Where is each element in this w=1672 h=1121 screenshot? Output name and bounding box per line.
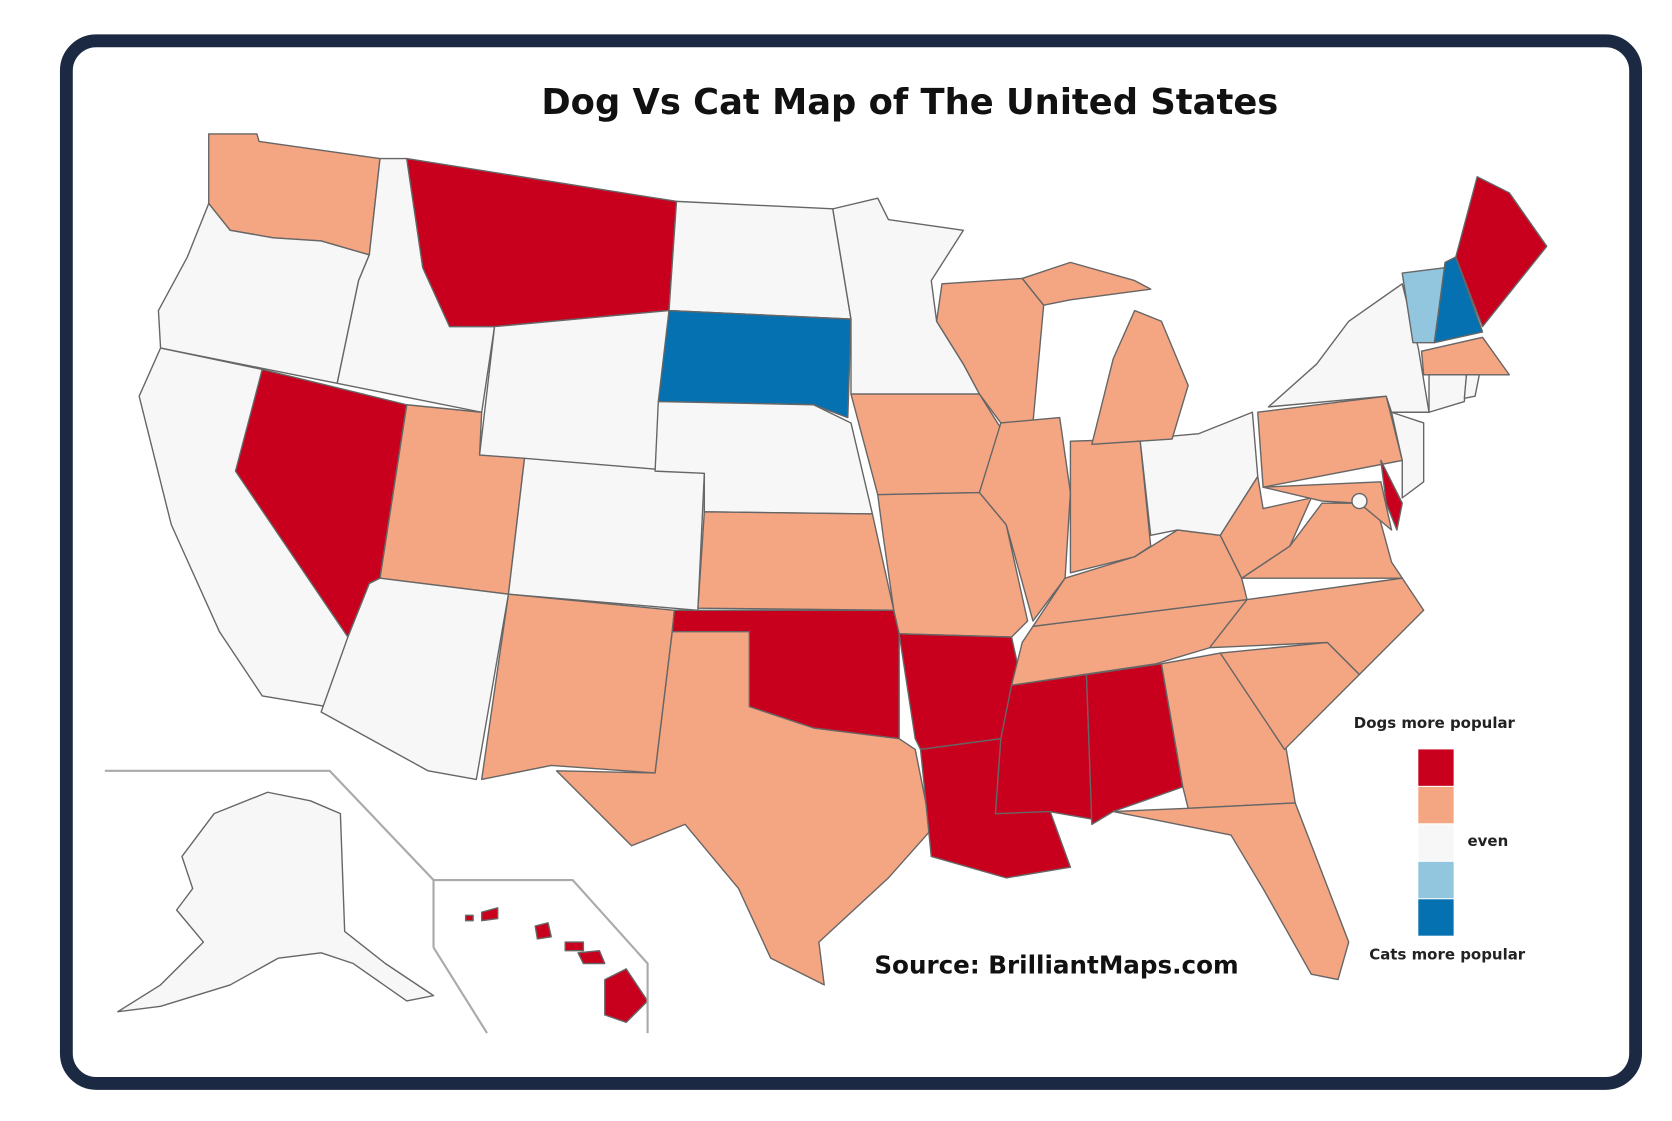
region — [480, 593, 676, 781]
region — [1433, 256, 1484, 344]
region — [320, 577, 510, 781]
region — [478, 309, 670, 472]
region — [604, 968, 649, 1024]
legend — [1418, 749, 1454, 936]
region — [1021, 261, 1152, 306]
legend-swatch — [1418, 749, 1454, 786]
region — [1428, 374, 1468, 413]
region — [657, 309, 852, 419]
states — [117, 133, 1548, 1024]
legend-bottom-label: Cats more popular — [1369, 945, 1526, 963]
region — [1112, 802, 1350, 981]
region — [1069, 438, 1152, 574]
region — [1208, 577, 1425, 676]
region — [1455, 176, 1548, 328]
region — [117, 791, 435, 1013]
region — [1420, 336, 1510, 376]
legend-swatch — [1418, 824, 1454, 861]
region — [564, 941, 585, 952]
legend-swatch — [1418, 786, 1454, 824]
region — [534, 922, 552, 940]
region — [577, 949, 606, 965]
region — [1091, 309, 1189, 446]
inset-borders — [104, 769, 649, 1034]
region — [507, 457, 706, 611]
region — [1351, 492, 1368, 510]
region — [1085, 663, 1184, 826]
source: Source: BrilliantMaps.com — [874, 951, 1238, 980]
map-title: Dog Vs Cat Map of The United States — [541, 82, 1278, 123]
legend-middle-label: even — [1468, 832, 1509, 850]
region — [978, 416, 1072, 622]
region — [697, 511, 895, 611]
region — [480, 907, 499, 922]
region — [668, 200, 852, 320]
region — [1390, 411, 1425, 499]
region — [555, 630, 932, 986]
region — [464, 914, 474, 922]
region — [1267, 283, 1430, 413]
legend-swatch — [1418, 861, 1454, 899]
legend-top-label: Dogs more popular — [1354, 714, 1516, 732]
region — [850, 393, 1002, 496]
region — [994, 673, 1093, 820]
region — [1380, 459, 1403, 531]
legend-swatch — [1418, 899, 1454, 936]
region — [1463, 374, 1481, 400]
